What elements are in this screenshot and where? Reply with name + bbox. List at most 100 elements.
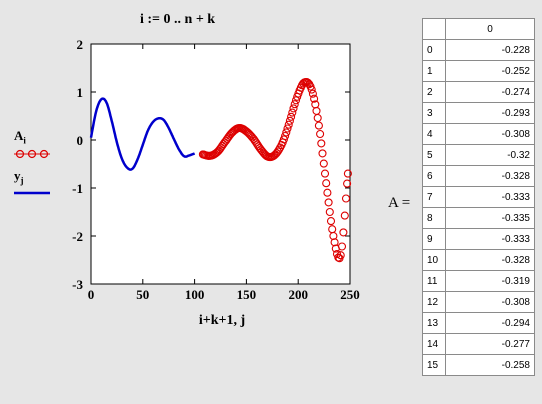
series-a-point bbox=[326, 217, 336, 226]
legend-label-y: yj bbox=[14, 167, 24, 186]
y-tick-label: -1 bbox=[72, 181, 83, 196]
matrix-cell-value: -0.274 bbox=[445, 81, 535, 103]
plot-frame bbox=[90, 43, 351, 285]
series-a-point bbox=[290, 100, 299, 109]
series-a-point bbox=[273, 147, 282, 156]
matrix-row: 1 -0.252 bbox=[422, 60, 535, 82]
matrix-cell-value: -0.308 bbox=[445, 291, 535, 313]
matrix-row: 8 -0.335 bbox=[422, 207, 535, 229]
x-tick-label: 150 bbox=[237, 287, 257, 302]
matrix-row-index: 9 bbox=[422, 228, 446, 250]
matrix-row: 5 -0.32 bbox=[422, 144, 535, 166]
matrix-row-index: 2 bbox=[422, 81, 446, 103]
plot-area[interactable]: 2 1 0 -1 -2 -3 0 50 100 150 200 250 i+k+1, j bbox=[0, 30, 370, 330]
matrix-cell-value: -0.319 bbox=[445, 270, 535, 292]
matrix-cell-value: -0.228 bbox=[445, 39, 535, 61]
series-a-point bbox=[282, 128, 291, 137]
series-a-point bbox=[281, 131, 290, 141]
matrix-name-label: A = bbox=[388, 195, 411, 211]
series-a-point bbox=[317, 139, 326, 148]
series-a-point bbox=[325, 207, 334, 217]
matrix-row-index: 6 bbox=[422, 165, 446, 187]
series-y-line bbox=[89, 97, 196, 171]
matrix-row: 3 -0.293 bbox=[422, 102, 535, 124]
series-a-point bbox=[283, 124, 292, 133]
series-a-point bbox=[308, 89, 317, 98]
series-a-point bbox=[341, 194, 351, 203]
matrix-row-index: 15 bbox=[422, 354, 446, 376]
matrix-cell-value: -0.333 bbox=[445, 186, 535, 208]
matrix-cell-value: -0.277 bbox=[445, 333, 535, 355]
series-a-point bbox=[323, 188, 332, 197]
matrix-row: 4 -0.308 bbox=[422, 123, 535, 145]
x-tick-label: 200 bbox=[288, 287, 308, 302]
series-a-point bbox=[339, 228, 348, 237]
matrix-row: 14 -0.277 bbox=[422, 333, 535, 355]
series-a-point bbox=[320, 169, 330, 178]
matrix-row: 7 -0.333 bbox=[422, 186, 535, 208]
matrix-cell-value: -0.294 bbox=[445, 312, 535, 334]
series-a-point bbox=[332, 249, 342, 259]
matrix-row-index: 5 bbox=[422, 144, 446, 166]
plot-legend: Ai yj bbox=[14, 128, 50, 203]
series-a-point bbox=[288, 108, 297, 117]
matrix-row-index: 4 bbox=[422, 123, 446, 145]
x-tick-label: 50 bbox=[136, 287, 149, 302]
matrix-cell-value: -0.335 bbox=[445, 207, 535, 229]
x-tick-label: 250 bbox=[340, 287, 360, 302]
matrix-row-index: 11 bbox=[422, 270, 446, 292]
matrix-row: 0 -0.228 bbox=[422, 39, 535, 61]
x-axis-label: i+k+1, j bbox=[199, 313, 245, 328]
matrix-row-index: 3 bbox=[422, 102, 446, 124]
y-tick-label: -2 bbox=[72, 229, 83, 244]
matrix-corner-cell bbox=[422, 18, 446, 40]
x-tick-label: 100 bbox=[185, 287, 205, 302]
y-tick-label: 2 bbox=[77, 37, 84, 52]
series-a-point bbox=[336, 251, 345, 260]
matrix-row: 11 -0.319 bbox=[422, 270, 535, 292]
matrix-row: 12 -0.308 bbox=[422, 291, 535, 313]
series-a-point bbox=[285, 116, 294, 125]
series-a-point bbox=[343, 169, 352, 178]
range-formula: i := 0 .. n + k bbox=[140, 12, 216, 27]
matrix-row: 13 -0.294 bbox=[422, 312, 535, 334]
series-a-point bbox=[324, 198, 333, 207]
matrix-row: 15 -0.258 bbox=[422, 354, 535, 376]
matrix-row: 9 -0.333 bbox=[422, 228, 535, 250]
matrix-cell-value: -0.333 bbox=[445, 228, 535, 250]
legend-line-y bbox=[14, 191, 50, 195]
matrix-a-table[interactable]: 0 0 -0.228 1 -0.252 2 -0.274 3 -0.293 4 -0.308 5 -0… bbox=[422, 18, 535, 376]
series-a-point bbox=[340, 211, 349, 220]
matrix-column-header: 0 bbox=[445, 18, 535, 40]
legend-label-a: Ai bbox=[14, 128, 26, 146]
matrix-cell-value: -0.293 bbox=[445, 102, 535, 124]
series-a-point bbox=[319, 159, 328, 168]
series-a-point bbox=[289, 104, 298, 113]
matrix-header-row: 0 bbox=[422, 18, 535, 40]
matrix-row-index: 14 bbox=[422, 333, 446, 355]
matrix-cell-value: -0.258 bbox=[445, 354, 535, 376]
series-a-point bbox=[287, 112, 296, 121]
series-a-point bbox=[307, 85, 316, 94]
matrix-row-index: 7 bbox=[422, 186, 446, 208]
series-a-point bbox=[318, 149, 327, 158]
matrix-cell-value: -0.308 bbox=[445, 123, 535, 145]
matrix-row-index: 13 bbox=[422, 312, 446, 334]
series-a-point bbox=[279, 135, 288, 144]
series-a-point bbox=[274, 145, 284, 154]
matrix-row-index: 10 bbox=[422, 249, 446, 271]
series-a-point bbox=[310, 94, 319, 103]
matrix-row-index: 0 bbox=[422, 39, 446, 61]
matrix-cell-value: -0.252 bbox=[445, 60, 535, 82]
matrix-row: 6 -0.328 bbox=[422, 165, 535, 187]
y-tick-label: 0 bbox=[77, 133, 84, 148]
matrix-cell-value: -0.328 bbox=[445, 165, 535, 187]
matrix-row: 10 -0.328 bbox=[422, 249, 535, 271]
y-tick-label: -3 bbox=[72, 277, 83, 292]
matrix-row-index: 8 bbox=[422, 207, 446, 229]
matrix-row-index: 12 bbox=[422, 291, 446, 313]
x-tick-label: 0 bbox=[88, 287, 95, 302]
series-a-point bbox=[337, 242, 347, 251]
series-a-point bbox=[313, 113, 322, 123]
matrix-cell-value: -0.328 bbox=[445, 249, 535, 271]
